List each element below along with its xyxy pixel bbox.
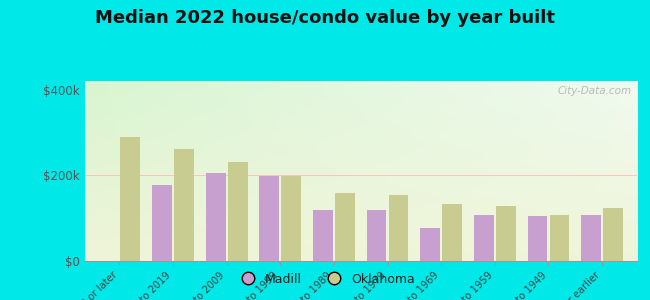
- Bar: [603, 208, 623, 261]
- Bar: [227, 162, 248, 261]
- Bar: [281, 176, 301, 261]
- Bar: [421, 228, 440, 261]
- Bar: [335, 193, 355, 261]
- Bar: [174, 149, 194, 261]
- Bar: [259, 176, 280, 261]
- Bar: [206, 173, 226, 261]
- Bar: [313, 210, 333, 261]
- Bar: [389, 195, 408, 261]
- Bar: [152, 185, 172, 261]
- Bar: [581, 215, 601, 261]
- Bar: [367, 210, 387, 261]
- Bar: [442, 204, 462, 261]
- Bar: [549, 215, 569, 261]
- Text: Median 2022 house/condo value by year built: Median 2022 house/condo value by year bu…: [95, 9, 555, 27]
- Bar: [496, 206, 515, 261]
- Bar: [528, 216, 547, 261]
- Text: City-Data.com: City-Data.com: [557, 86, 632, 96]
- Legend: Madill, Oklahoma: Madill, Oklahoma: [230, 268, 420, 291]
- Bar: [120, 137, 140, 261]
- Bar: [474, 215, 494, 261]
